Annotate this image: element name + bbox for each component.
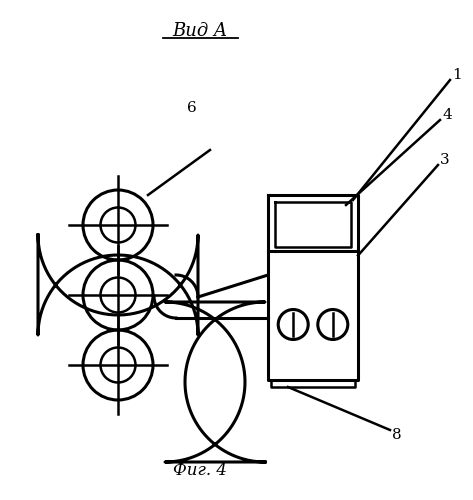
Text: 4: 4 — [442, 108, 452, 122]
Text: Фиг. 4: Фиг. 4 — [173, 462, 227, 479]
Text: 8: 8 — [392, 428, 402, 442]
Text: 3: 3 — [440, 153, 450, 167]
Text: 1: 1 — [452, 68, 462, 82]
Text: 6: 6 — [187, 101, 197, 115]
Text: Вид A: Вид A — [173, 22, 228, 40]
